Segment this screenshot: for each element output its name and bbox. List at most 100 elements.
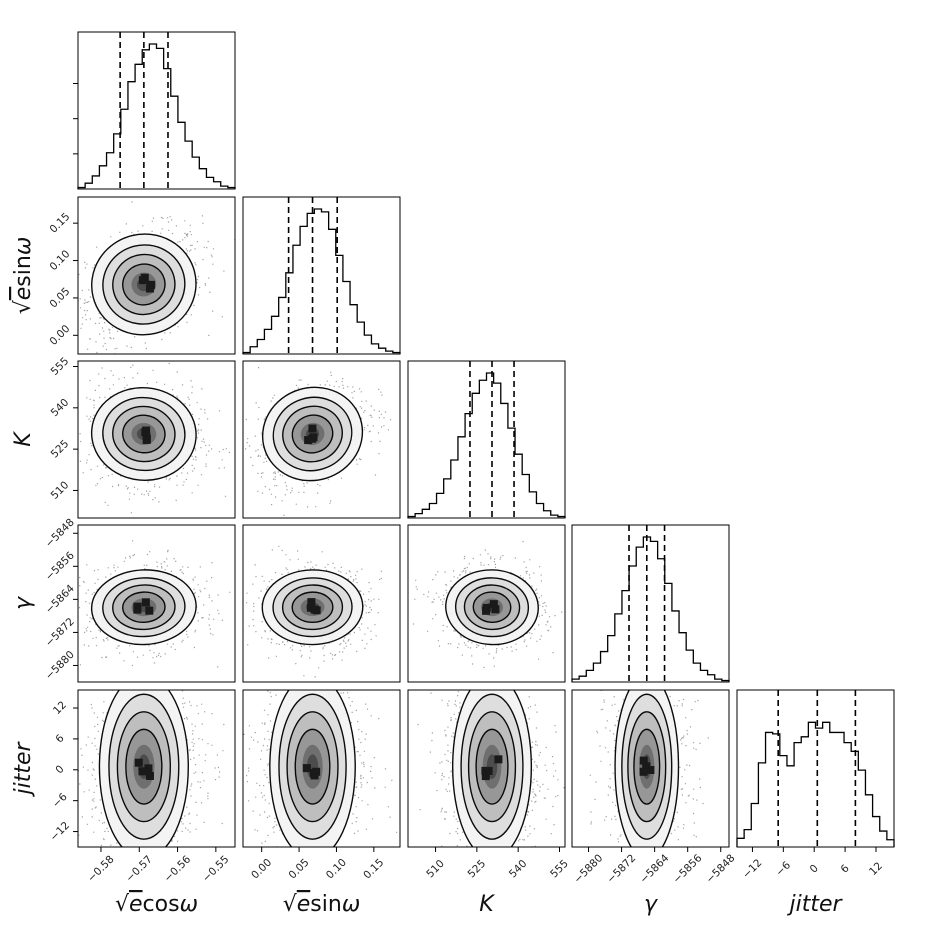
panel-gamma-vs-K: [407, 524, 566, 683]
density-peak-3-0-3: [141, 598, 150, 607]
y-tick-label: 6: [53, 732, 66, 745]
x-tick-label: −5872: [605, 852, 639, 886]
density-peak-3-0-2: [145, 606, 154, 615]
density-peak-3-1-3: [307, 598, 316, 607]
y-tick-label: −5872: [43, 616, 77, 650]
y-tick-label: 12: [51, 699, 69, 717]
y-tick-label: 0.00: [47, 323, 72, 348]
panel-frame-2-0: [77, 360, 236, 519]
y-tick-label: 510: [49, 479, 72, 502]
histogram-sqrt_e_sin_w: [242, 196, 401, 355]
x-tick-label: −0.58: [85, 853, 116, 884]
panel-frame-4-0: [77, 689, 236, 848]
panel-K-vs-sqrt_e_cos_w: [77, 360, 236, 519]
y-tick-label: −5864: [43, 582, 77, 616]
density-peak-3-0-1: [133, 602, 142, 611]
x-tick-label: −5864: [638, 852, 672, 886]
x-tick-label: 0.10: [324, 856, 349, 881]
x-tick-label: −0.57: [124, 853, 155, 884]
density-peak-4-0-1: [138, 767, 147, 776]
density-peak-4-1-3: [302, 764, 311, 773]
panel-jitter-vs-gamma: [571, 689, 730, 848]
panel-frame-3-3: [571, 524, 730, 683]
panel-frame-4-3: [571, 689, 730, 848]
panel-frame-4-4: [736, 689, 895, 848]
y-tick-label: 555: [49, 355, 72, 378]
x-tick-label: 6: [838, 862, 851, 875]
y-ticks-jitter: −12 −6 0 6 12: [48, 699, 78, 844]
x-ticks-sqrt_e_cos_w: −0.58 −0.57 −0.56 −0.55: [85, 847, 231, 885]
panel-gamma-vs-sqrt_e_cos_w: [77, 524, 236, 683]
density-peak-2-0-3: [142, 426, 151, 435]
x-tick-label: −5880: [572, 852, 606, 886]
density-peak-3-1-2: [310, 605, 319, 614]
density-peak-4-0-3: [145, 771, 154, 780]
histogram-jitter: [736, 689, 895, 848]
histogram-step-sqrt_e_sin_w: [242, 208, 401, 354]
panel-frame-2-1: [242, 360, 401, 519]
density-peak-4-3-0: [646, 765, 655, 774]
panel-frame-3-2: [407, 524, 566, 683]
x-tick-label: 12: [867, 860, 885, 878]
x-tick-label: 0.05: [287, 856, 312, 881]
histogram-step-jitter: [736, 721, 895, 847]
panel-jitter-vs-sqrt_e_sin_w: [242, 689, 401, 848]
density-peak-4-3-3: [642, 762, 651, 771]
y-tick-label: 0.05: [47, 285, 72, 310]
histogram-K: [407, 360, 566, 519]
x-tick-label: 510: [424, 858, 447, 881]
histogram-step-sqrt_e_cos_w: [77, 43, 236, 189]
density-peak-3-2-2: [491, 605, 500, 614]
x-axis-label-sqrt_e_sin_w: √esinω: [283, 892, 361, 917]
panel-frame-4-2: [407, 689, 566, 848]
y-ticks-K: 510 525 540 555: [49, 355, 78, 502]
density-peak-2-1-2: [308, 424, 317, 433]
y-tick-label: −6: [50, 791, 70, 811]
panel-frame-4-1: [242, 689, 401, 848]
density-peak-3-2-3: [489, 600, 498, 609]
panel-jitter-vs-K: [407, 689, 566, 848]
scatter-points-3-2: [412, 541, 563, 669]
x-ticks-K: 510 525 540 555: [424, 847, 571, 880]
x-tick-label: −12: [740, 857, 764, 881]
y-axis-label-gamma: γ: [11, 596, 36, 610]
x-tick-label: 540: [507, 858, 530, 881]
histogram-step-K: [407, 372, 566, 518]
y-ticks-gamma: −5880−5872−5864−5856−5848: [43, 516, 78, 682]
panel-K-vs-sqrt_e_sin_w: [242, 360, 401, 519]
x-ticks-sqrt_e_sin_w: 0.00 0.05 0.10 0.15: [249, 847, 386, 882]
y-tick-label: 0.15: [47, 211, 72, 236]
density-peak-4-3-2: [639, 767, 648, 776]
panel-frame-1-0: [77, 196, 236, 355]
histogram-sqrt_e_cos_w: [77, 31, 236, 190]
x-ticks-gamma: −5880 −5872 −5864 −5856 −5848: [572, 847, 738, 886]
histogram-step-gamma: [571, 536, 730, 682]
density-peak-4-0-0: [144, 764, 153, 773]
x-tick-label: −5848: [704, 852, 738, 886]
density-peak-3-2-1: [482, 603, 491, 612]
panel-frame-0-0: [77, 31, 236, 190]
x-axis-label-jitter: jitter: [786, 892, 843, 917]
y-axis-label-jitter: jitter: [11, 741, 36, 798]
panel-frame-3-0: [77, 524, 236, 683]
density-peak-2-1-3: [308, 434, 317, 443]
panel-frame-3-1: [242, 524, 401, 683]
x-axis-label-sqrt_e_cos_w: √ecosω: [115, 892, 198, 917]
panel-frame-1-1: [242, 196, 401, 355]
y-tick-label: −5856: [43, 549, 77, 583]
panel-gamma-vs-sqrt_e_sin_w: [242, 524, 401, 683]
x-tick-label: 0: [808, 862, 821, 875]
density-peak-1-0-3: [140, 273, 149, 282]
y-tick-label: 540: [49, 396, 72, 419]
x-axis-label-K: K: [479, 892, 495, 917]
density-peak-4-3-1: [639, 756, 648, 765]
y-tick-label: 525: [49, 438, 72, 461]
x-ticks-jitter: −12 −6 0 6 12: [740, 847, 885, 881]
panel-frame-2-2: [407, 360, 566, 519]
density-peak-2-0-2: [142, 434, 151, 443]
y-tick-label: −12: [48, 819, 72, 843]
y-tick-label: −5880: [43, 649, 77, 683]
density-peak-4-2-0: [494, 755, 503, 764]
density-peak-4-1-2: [309, 768, 318, 777]
